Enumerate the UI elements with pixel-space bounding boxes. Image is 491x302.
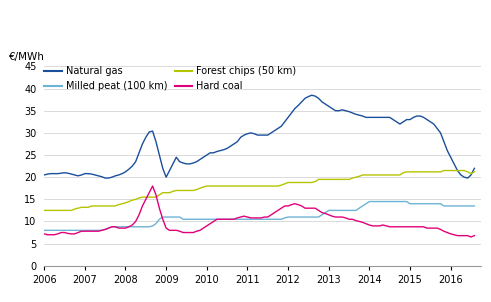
- Legend: Natural gas, Milled peat (100 km), Forest chips (50 km), Hard coal: Natural gas, Milled peat (100 km), Fores…: [44, 66, 297, 91]
- Y-axis label: €/MWh: €/MWh: [9, 53, 45, 63]
